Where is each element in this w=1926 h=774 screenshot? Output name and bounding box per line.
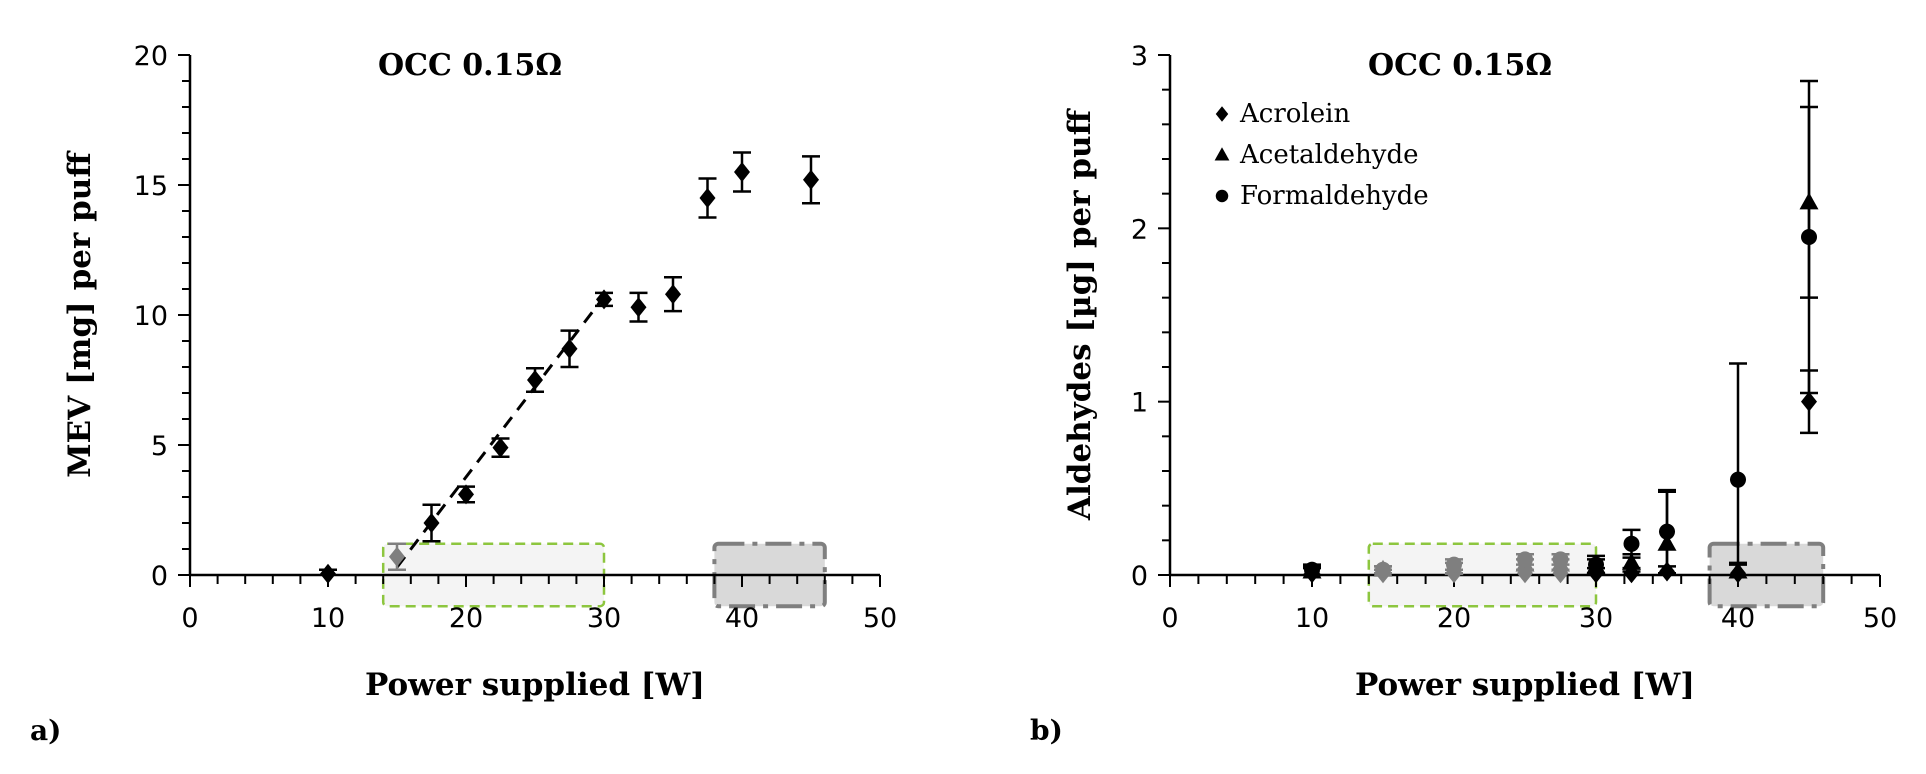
- legend-label: Formaldehyde: [1240, 181, 1429, 211]
- legend-entry: Acrolein: [1215, 99, 1350, 129]
- data-point: [423, 513, 440, 533]
- data-point: [561, 338, 578, 359]
- x-tick-label: 10: [1295, 603, 1329, 634]
- y-tick-label: 15: [134, 171, 168, 202]
- y-axis-title: MEV [mg] per puff: [62, 150, 98, 478]
- x-tick-label: 40: [725, 603, 759, 634]
- legend-label: Acetaldehyde: [1239, 140, 1418, 170]
- x-tick-label: 0: [1161, 603, 1178, 634]
- data-point: [1517, 551, 1533, 568]
- x-tick-label: 30: [587, 603, 621, 634]
- legend-label: Acrolein: [1239, 99, 1350, 129]
- legend-marker: [1214, 147, 1230, 161]
- legend-marker: [1215, 189, 1229, 203]
- data-point: [630, 297, 647, 318]
- y-tick-label: 2: [1131, 214, 1148, 245]
- y-tick-label: 10: [134, 301, 168, 332]
- data-point: [1375, 561, 1391, 578]
- x-axis-title: Power supplied [W]: [1355, 667, 1695, 703]
- legend-entry: Acetaldehyde: [1214, 140, 1418, 170]
- data-point: [596, 289, 612, 310]
- data-point: [1659, 523, 1675, 540]
- data-point: [665, 284, 681, 305]
- data-point: [1588, 556, 1604, 573]
- data-point: [320, 563, 336, 584]
- x-tick-label: 40: [1721, 603, 1755, 634]
- legend-marker: [1215, 106, 1229, 122]
- chart-title: OCC 0.15Ω: [1368, 48, 1552, 83]
- y-tick-label: 0: [151, 561, 168, 592]
- data-point: [492, 437, 509, 458]
- data-point: [389, 546, 405, 567]
- x-tick-label: 10: [311, 603, 345, 634]
- data-point: [1552, 551, 1569, 568]
- data-point: [1304, 561, 1320, 578]
- data-point: [1622, 552, 1641, 570]
- panel-label: a): [30, 714, 61, 747]
- y-tick-label: 0: [1131, 561, 1148, 592]
- data-point: [803, 169, 819, 190]
- data-point: [1801, 229, 1817, 245]
- x-tick-label: 50: [863, 603, 897, 634]
- data-point: [734, 162, 750, 182]
- x-tick-label: 30: [1579, 603, 1613, 634]
- panel-label: b): [1030, 714, 1063, 747]
- data-point: [458, 484, 474, 505]
- chart-aldehydes: 0 10 20 30 40 50 0 1 2 3 OCC 0.15Ω Power supplied […: [1030, 41, 1897, 747]
- x-tick-label: 20: [449, 603, 483, 634]
- y-axis-title: Aldehydes [µg] per puff: [1062, 107, 1098, 521]
- y-tick-label: 5: [151, 431, 168, 462]
- series-formaldehyde: [1303, 79, 1818, 578]
- x-tick-label: 0: [181, 603, 198, 634]
- data-point: [1730, 471, 1746, 488]
- series-acetaldehyde: [1302, 105, 1819, 579]
- y-tick-label: 3: [1131, 41, 1148, 72]
- legend-entry: Formaldehyde: [1215, 181, 1429, 211]
- y-tick-label: 1: [1131, 388, 1148, 419]
- data-point: [1801, 391, 1817, 412]
- x-tick-label: 50: [1863, 603, 1897, 634]
- series-0: [319, 151, 820, 584]
- chart-title: OCC 0.15Ω: [378, 48, 562, 83]
- x-tick-label: 20: [1437, 603, 1471, 634]
- data-point: [699, 188, 716, 208]
- x-axis-title: Power supplied [W]: [365, 667, 705, 703]
- y-tick-label: 20: [134, 41, 168, 72]
- data-point: [1623, 535, 1640, 552]
- data-point: [1446, 556, 1462, 573]
- chart-mev: 0 10 20 30 40 50 0 5 10 15 20 OCC 0.15Ω Power suppli…: [30, 41, 897, 747]
- data-point: [527, 370, 543, 390]
